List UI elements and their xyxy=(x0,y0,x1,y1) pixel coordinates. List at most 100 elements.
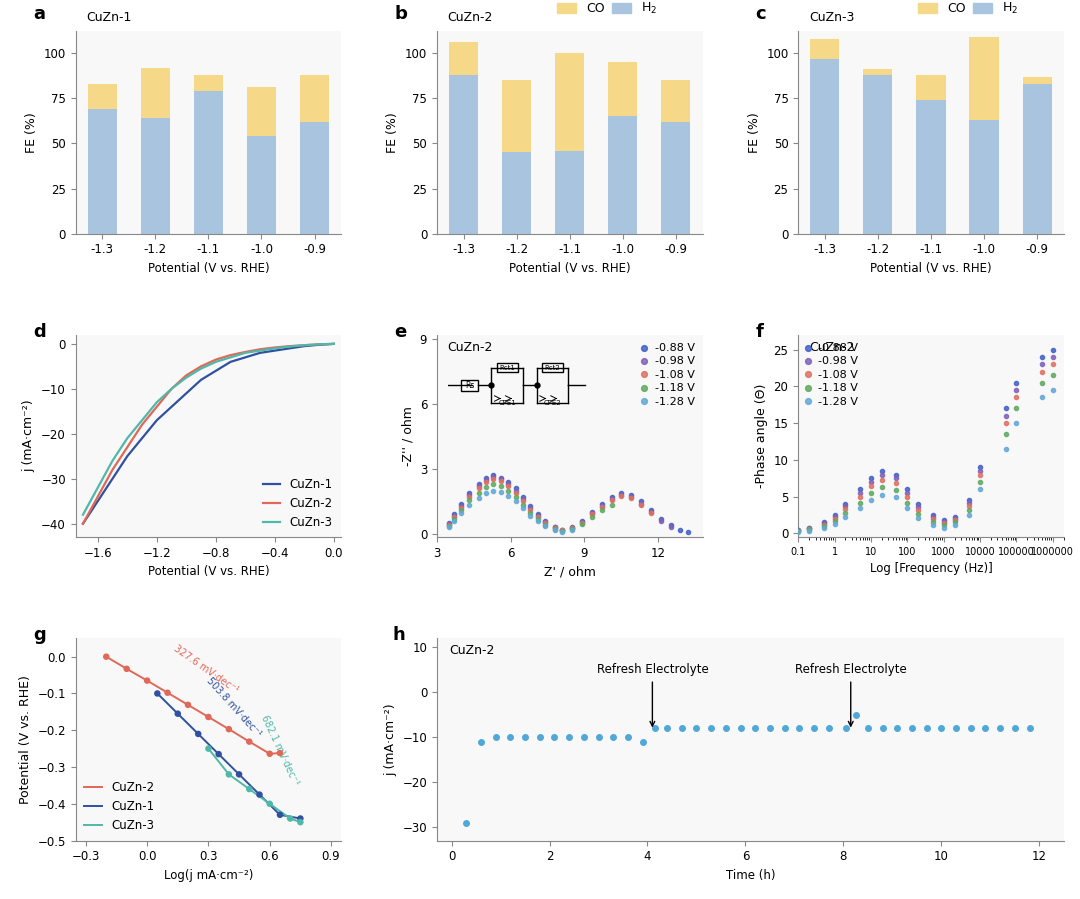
Point xyxy=(149,686,166,700)
CuZn-1 xyxy=(192,728,205,739)
-0.98 V xyxy=(477,473,495,487)
CuZn-3 xyxy=(239,348,252,359)
X-axis label: Time (h): Time (h) xyxy=(726,868,775,882)
Bar xyxy=(140,67,170,118)
-0.88 V xyxy=(564,521,581,535)
-0.88 V xyxy=(460,485,477,500)
-1.28 V xyxy=(971,482,988,496)
Y-axis label: FE (%): FE (%) xyxy=(387,112,400,153)
-1.18 V xyxy=(537,518,554,532)
Point xyxy=(502,730,519,744)
-1.08 V xyxy=(837,502,854,516)
-1.28 V xyxy=(874,488,891,503)
-0.88 V xyxy=(583,505,600,520)
CuZn-1 xyxy=(253,789,266,800)
-1.08 V xyxy=(851,489,868,503)
CuZn-2 xyxy=(120,663,133,674)
Text: a: a xyxy=(33,5,45,23)
Bar xyxy=(300,75,329,121)
CuZn-1 xyxy=(106,474,119,485)
-0.88 V xyxy=(862,471,879,485)
Point xyxy=(947,721,964,735)
CuZn-3 xyxy=(106,456,119,467)
CuZn-3 xyxy=(264,798,276,809)
Point xyxy=(292,811,309,825)
CuZn-2 xyxy=(161,688,174,699)
Text: CuZn-2: CuZn-2 xyxy=(447,11,492,24)
Bar xyxy=(661,121,690,234)
Point xyxy=(889,721,906,735)
-0.98 V xyxy=(470,479,487,494)
-1.28 V xyxy=(997,441,1014,456)
CuZn-2 xyxy=(327,339,340,350)
-0.88 V xyxy=(529,507,546,521)
CuZn-3 xyxy=(135,415,148,426)
CuZn-2 xyxy=(99,651,112,662)
-0.98 V xyxy=(909,500,927,514)
Text: 682.1 mV·dec⁻¹: 682.1 mV·dec⁻¹ xyxy=(259,714,301,788)
CuZn-1 xyxy=(121,451,134,462)
-1.28 V xyxy=(485,484,502,498)
-0.98 V xyxy=(554,523,571,538)
Point xyxy=(97,649,114,663)
CuZn-3 xyxy=(283,342,296,352)
Line: CuZn-2: CuZn-2 xyxy=(83,344,334,523)
X-axis label: Potential (V vs. RHE): Potential (V vs. RHE) xyxy=(870,262,991,275)
Point xyxy=(962,721,980,735)
Point xyxy=(531,730,549,744)
Point xyxy=(761,721,779,735)
Point xyxy=(159,686,176,700)
-1.08 V xyxy=(622,491,639,505)
Legend: CO, H$_2$: CO, H$_2$ xyxy=(557,1,657,16)
-1.08 V xyxy=(485,472,502,486)
-1.08 V xyxy=(500,479,517,494)
Point xyxy=(271,746,288,761)
-0.98 V xyxy=(971,464,988,478)
-0.98 V xyxy=(862,475,879,489)
Point xyxy=(292,815,309,830)
-0.98 V xyxy=(441,517,458,531)
Text: e: e xyxy=(394,323,407,341)
-0.98 V xyxy=(851,485,868,500)
Point xyxy=(646,721,663,735)
Point xyxy=(472,734,489,749)
-0.98 V xyxy=(507,484,524,498)
CuZn-1 xyxy=(165,402,178,413)
CuZn-3 xyxy=(224,352,237,363)
Point xyxy=(545,730,563,744)
-1.08 V xyxy=(470,481,487,495)
-1.18 V xyxy=(971,475,988,489)
CuZn-2 xyxy=(268,343,281,353)
-1.28 V xyxy=(522,508,539,522)
-0.98 V xyxy=(514,492,531,506)
CuZn-3 xyxy=(222,769,235,779)
-1.08 V xyxy=(514,494,531,509)
CuZn-3 xyxy=(150,397,163,408)
CuZn-3 xyxy=(91,483,104,494)
-1.08 V xyxy=(564,521,581,536)
-1.08 V xyxy=(935,516,953,530)
CuZn-1 xyxy=(77,518,90,529)
-0.98 V xyxy=(612,488,630,503)
-1.28 V xyxy=(460,497,477,512)
Y-axis label: j (mA·cm⁻²): j (mA·cm⁻²) xyxy=(23,400,36,472)
-0.98 V xyxy=(899,485,916,500)
Legend: CO, H$_2$: CO, H$_2$ xyxy=(918,1,1018,16)
-0.98 V xyxy=(593,499,610,513)
Point xyxy=(210,747,227,761)
Point xyxy=(659,721,676,735)
-0.98 V xyxy=(622,490,639,504)
-1.18 V xyxy=(851,495,868,510)
Text: Refresh Electrolyte: Refresh Electrolyte xyxy=(795,663,906,726)
Text: g: g xyxy=(33,627,45,645)
Point xyxy=(688,721,705,735)
Point xyxy=(200,742,217,756)
-1.08 V xyxy=(537,516,554,530)
Text: f: f xyxy=(756,323,764,341)
-1.08 V xyxy=(633,497,650,512)
Bar xyxy=(87,84,117,109)
CuZn-1 xyxy=(194,375,207,386)
CuZn-3 xyxy=(284,813,297,823)
CuZn-3 xyxy=(298,340,311,351)
-1.08 V xyxy=(789,523,807,538)
